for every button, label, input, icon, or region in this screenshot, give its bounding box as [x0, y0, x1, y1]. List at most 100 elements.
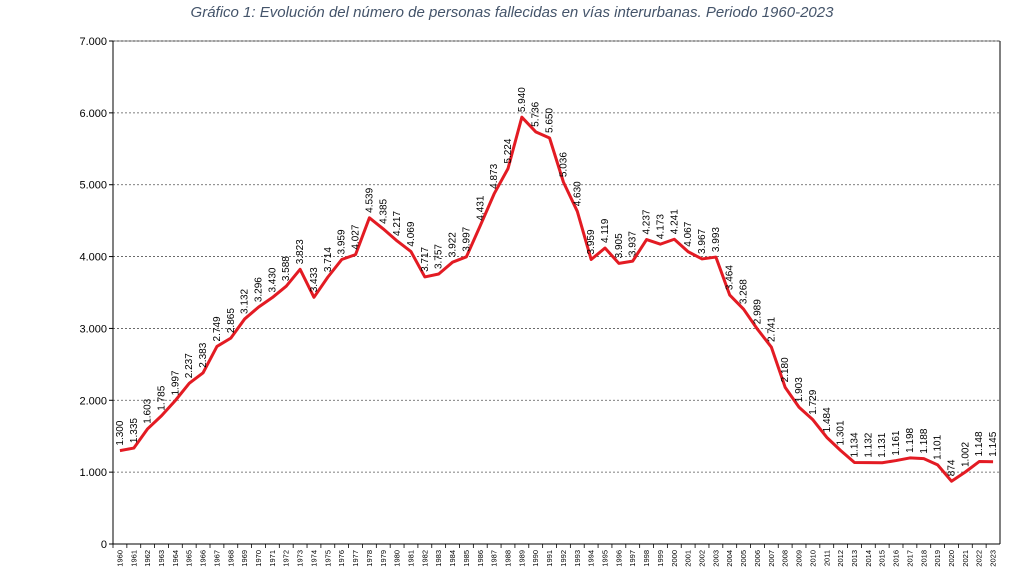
data-label: 3.967	[697, 228, 708, 253]
x-tick-label: 1978	[365, 550, 374, 567]
data-label: 874	[946, 459, 957, 476]
x-tick-label: 1975	[323, 550, 332, 567]
x-tick-label: 1994	[587, 550, 596, 567]
x-tick-label: 2010	[808, 550, 817, 567]
data-label: 3.717	[420, 246, 431, 271]
data-label: 1.198	[905, 427, 916, 452]
y-tick-label: 0	[101, 539, 107, 551]
y-tick-label: 4.000	[79, 252, 107, 264]
x-tick-label: 2006	[753, 550, 762, 567]
data-label: 1.785	[157, 385, 168, 410]
x-tick-label: 2009	[795, 550, 804, 567]
data-label: 1.300	[115, 420, 126, 445]
x-tick-label: 1995	[601, 550, 610, 567]
data-label: 4.067	[683, 221, 694, 246]
data-label: 4.069	[406, 221, 417, 246]
data-label: 4.539	[364, 187, 375, 212]
data-label: 1.603	[143, 398, 154, 423]
data-label: 1.145	[988, 431, 999, 456]
x-tick-label: 2005	[739, 550, 748, 567]
x-tick-label: 1984	[448, 550, 457, 567]
x-tick-label: 2016	[892, 550, 901, 567]
data-label: 3.959	[586, 229, 597, 254]
x-tick-label: 1987	[490, 550, 499, 567]
data-label: 1.903	[794, 377, 805, 402]
x-tick-label: 1980	[393, 550, 402, 567]
data-label: 3.430	[267, 267, 278, 292]
data-label: 1.161	[891, 430, 902, 455]
chart-title: Gráfico 1: Evolución del número de perso…	[190, 4, 834, 21]
data-label: 3.714	[323, 247, 334, 272]
y-tick-label: 2.000	[79, 395, 107, 407]
x-tick-label: 1997	[628, 550, 637, 567]
x-tick-label: 1971	[268, 550, 277, 567]
y-tick-label: 3.000	[79, 323, 107, 335]
data-label: 3.757	[434, 244, 445, 269]
data-label: 1.335	[129, 418, 140, 443]
data-label: 4.385	[378, 198, 389, 223]
x-tick-label: 2012	[836, 550, 845, 567]
data-label: 4.873	[489, 163, 500, 188]
data-label: 2.180	[780, 357, 791, 382]
data-label: 3.922	[448, 232, 459, 257]
x-tick-label: 2000	[670, 550, 679, 567]
x-tick-label: 2020	[947, 550, 956, 567]
x-tick-label: 1993	[573, 550, 582, 567]
data-label: 2.741	[766, 317, 777, 342]
data-label: 1.134	[849, 432, 860, 457]
data-label: 3.132	[240, 288, 251, 313]
x-tick-label: 1968	[226, 550, 235, 567]
data-label: 1.729	[808, 389, 819, 414]
x-tick-label: 1989	[517, 550, 526, 567]
y-tick-label: 6.000	[79, 108, 107, 120]
x-tick-label: 2003	[711, 550, 720, 567]
series-line-fatalities	[119, 115, 994, 483]
data-label: 3.993	[711, 227, 722, 252]
data-label: 1.002	[960, 442, 971, 467]
data-label: 3.959	[337, 229, 348, 254]
x-tick-label: 1992	[559, 550, 568, 567]
x-tick-label: 1960	[115, 550, 124, 567]
data-label: 2.989	[752, 299, 763, 324]
x-tick-label: 2013	[850, 550, 859, 567]
x-tick-label: 1967	[212, 550, 221, 567]
data-label: 4.241	[669, 209, 680, 234]
x-tick-label: 2004	[725, 550, 734, 567]
x-tick-label: 1976	[337, 550, 346, 567]
data-label: 4.027	[351, 224, 362, 249]
data-label: 5.650	[545, 108, 556, 133]
x-tick-label: 2017	[905, 550, 914, 567]
data-label: 1.101	[933, 434, 944, 459]
data-label: 5.036	[558, 152, 569, 177]
x-tick-label: 1985	[462, 550, 471, 567]
data-label: 3.937	[628, 231, 639, 256]
x-tick-label: 2007	[767, 550, 776, 567]
x-tick-label: 1966	[199, 550, 208, 567]
data-label: 4.237	[642, 209, 653, 234]
data-label: 3.464	[725, 265, 736, 290]
x-tick-label: 1972	[282, 550, 291, 567]
data-label: 1.148	[974, 431, 985, 456]
x-tick-label: 1998	[642, 550, 651, 567]
x-tick-label: 1990	[531, 550, 540, 567]
data-label: 3.905	[614, 233, 625, 258]
x-tick-label: 1970	[254, 550, 263, 567]
x-tick-label: 1982	[420, 550, 429, 567]
x-tick-label: 2011	[822, 550, 831, 566]
x-tick-label: 1986	[476, 550, 485, 567]
data-label: 5.940	[517, 87, 528, 112]
data-label: 1.188	[919, 428, 930, 453]
x-tick-label: 1977	[351, 550, 360, 567]
data-label: 3.588	[281, 256, 292, 281]
gridlines	[113, 40, 1000, 473]
x-tick-label: 2002	[698, 550, 707, 567]
data-label: 4.119	[600, 218, 611, 243]
x-tick-label: 2021	[961, 550, 970, 567]
x-tick-label: 1983	[434, 550, 443, 567]
x-tick-label: 2014	[864, 550, 873, 567]
x-tick-label: 1996	[614, 550, 623, 567]
x-tick-label: 1973	[296, 550, 305, 567]
x-tick-labels: 1960 1961 1962 1963 1964 1965 1966 1967 1968 1969…	[112, 544, 998, 567]
